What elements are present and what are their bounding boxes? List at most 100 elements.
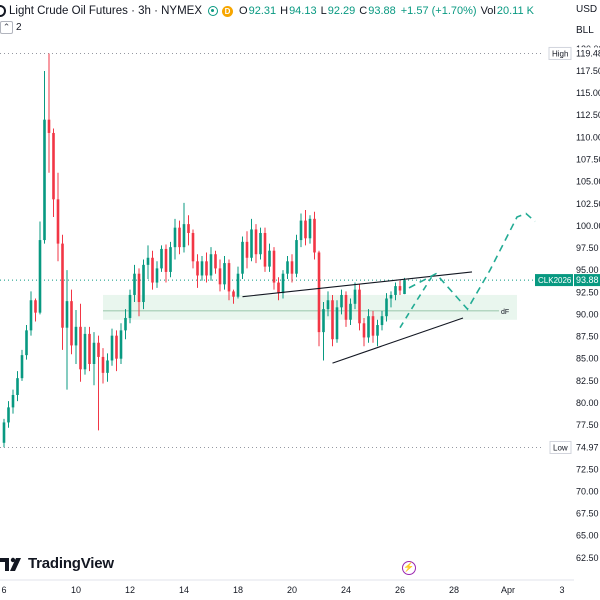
- candle: [133, 264, 136, 303]
- candle-body: [259, 232, 262, 255]
- candle-body: [97, 342, 100, 357]
- candle: [281, 270, 285, 299]
- candle: [20, 349, 24, 381]
- low-label: L: [320, 5, 327, 17]
- candle: [160, 245, 163, 272]
- candle-body: [142, 264, 145, 303]
- candle-body: [209, 254, 213, 276]
- candle: [142, 259, 145, 310]
- candle: [115, 330, 118, 372]
- low-tag: Low: [553, 443, 568, 452]
- candle: [317, 250, 321, 347]
- candle-body: [79, 326, 82, 370]
- candle: [97, 335, 100, 431]
- candle-body: [250, 229, 253, 258]
- candle-body: [16, 378, 19, 395]
- y-tick-label: 77.50: [576, 420, 599, 430]
- candle-body: [191, 232, 195, 262]
- candle-body: [223, 263, 226, 285]
- symbol-title[interactable]: Light Crude Oil Futures · 3h · NYMEX: [9, 5, 203, 17]
- candle-body: [286, 261, 289, 274]
- candle-body: [245, 241, 249, 258]
- candle: [187, 215, 190, 246]
- candle-body: [92, 342, 96, 364]
- y-tick-label: 95.00: [576, 265, 599, 275]
- candle: [277, 277, 280, 301]
- candle: [164, 244, 168, 283]
- candle: [2, 418, 6, 448]
- candle-body: [385, 298, 388, 317]
- low-value: 92.29: [327, 5, 356, 17]
- x-tick-label: Apr: [501, 585, 515, 595]
- x-tick-label: 14: [179, 585, 189, 595]
- candle: [290, 254, 294, 283]
- candle-body: [236, 273, 240, 297]
- high-value-box: [574, 47, 600, 60]
- collapse-chevron-icon[interactable]: ⌃: [0, 21, 13, 34]
- candle: [254, 224, 258, 264]
- candle-body: [173, 227, 177, 248]
- lightning-icon[interactable]: ⚡: [402, 561, 416, 575]
- last-price-value: 93.88: [576, 275, 599, 285]
- unit-label[interactable]: BLL: [576, 25, 594, 36]
- candle: [74, 310, 78, 364]
- change-value: +1.57 (+1.70%): [400, 5, 477, 17]
- y-tick-label: 85.00: [576, 354, 599, 364]
- candle: [169, 241, 172, 278]
- candle: [92, 332, 96, 386]
- indicator-count[interactable]: 2: [16, 22, 22, 33]
- candle-body: [317, 252, 321, 333]
- y-tick-label: 65.00: [576, 531, 599, 541]
- candle: [137, 268, 141, 317]
- candle-body: [232, 291, 235, 297]
- candle-body: [70, 301, 73, 346]
- candle-body: [61, 243, 64, 328]
- candle: [218, 259, 222, 292]
- y-tick-label: 100.00: [576, 221, 600, 231]
- candle-body: [34, 300, 37, 313]
- candle: [245, 231, 249, 269]
- candle-body: [88, 333, 91, 364]
- candle: [389, 291, 393, 308]
- candle-body: [353, 289, 357, 304]
- y-tick-label: 90.00: [576, 309, 599, 319]
- zone-label: dF: [501, 309, 509, 316]
- candle-body: [380, 316, 384, 326]
- candle: [182, 202, 186, 253]
- candle-body: [281, 273, 285, 294]
- candle-body: [367, 316, 370, 338]
- candle-body: [241, 241, 244, 274]
- market-status-badge[interactable]: D: [222, 5, 234, 17]
- candle-body: [25, 330, 28, 356]
- x-tick-label: 12: [125, 585, 135, 595]
- y-tick-label: 97.50: [576, 243, 599, 253]
- x-tick-label: 10: [71, 585, 81, 595]
- candle: [362, 317, 366, 347]
- candle: [286, 256, 289, 280]
- candle: [65, 270, 69, 390]
- currency-label[interactable]: USD: [576, 4, 598, 15]
- candle: [146, 245, 150, 280]
- candle-body: [155, 268, 159, 283]
- candle: [308, 215, 312, 244]
- candle-body: [160, 248, 163, 269]
- candle: [349, 298, 352, 326]
- x-tick-label: 24: [341, 585, 351, 595]
- visibility-eye-icon[interactable]: [208, 6, 219, 16]
- tradingview-logo[interactable]: TradingView: [0, 555, 114, 572]
- candle-body: [394, 286, 397, 295]
- open-label: O: [239, 5, 248, 17]
- high-value: 94.13: [289, 5, 317, 17]
- symbol-tag: CLK2026: [538, 276, 572, 285]
- candle-body: [362, 323, 366, 338]
- candle-body: [164, 248, 168, 272]
- open-value: 92.31: [248, 5, 277, 17]
- candle: [43, 70, 46, 244]
- indicator-row: ⌃ 2: [0, 21, 22, 34]
- candle-body: [313, 218, 316, 253]
- candle-body: [254, 229, 258, 255]
- candle-body: [295, 240, 298, 274]
- candle: [88, 326, 91, 372]
- x-tick-label: 3: [559, 585, 564, 595]
